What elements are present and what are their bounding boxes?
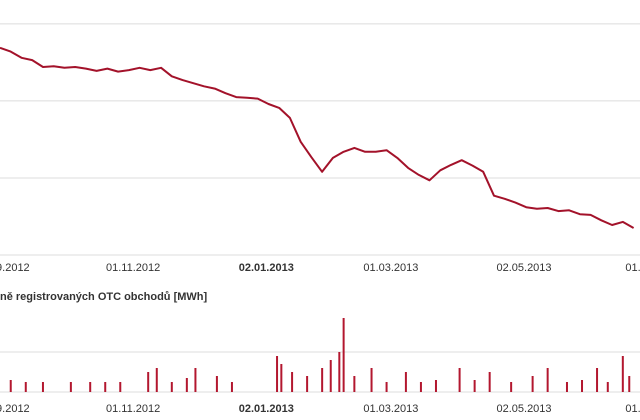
bar — [510, 382, 513, 392]
x-tick-label: 01.03.2013 — [363, 403, 418, 415]
bar — [628, 376, 631, 392]
bar — [404, 372, 407, 392]
bar — [329, 360, 332, 392]
bar — [230, 382, 233, 392]
x-tick-label: 01.11.2012 — [106, 403, 160, 415]
bar — [488, 372, 491, 392]
bar — [353, 376, 356, 392]
bar — [104, 382, 107, 392]
bar — [458, 368, 461, 392]
bar — [370, 368, 373, 392]
bar — [434, 380, 437, 392]
bar — [185, 378, 188, 392]
bar — [215, 376, 218, 392]
bar — [291, 372, 294, 392]
bar — [170, 382, 173, 392]
bar — [69, 382, 72, 392]
chart-title: ně registrovaných OTC obchodů [MWh] — [0, 291, 208, 303]
bar — [565, 382, 568, 392]
bar — [419, 382, 422, 392]
bar — [321, 368, 324, 392]
bar — [473, 380, 476, 392]
x-tick-label: 01.09.2012 — [0, 262, 30, 274]
x-tick-label: 01.07.2013 — [625, 262, 640, 274]
x-tick-label: 02.01.2013 — [239, 403, 294, 415]
bar — [306, 376, 309, 392]
x-tick-label: 02.05.2013 — [496, 403, 551, 415]
bar — [89, 382, 92, 392]
price-line — [0, 46, 635, 229]
bar — [280, 364, 283, 392]
x-tick-label: 01.03.2013 — [363, 262, 418, 274]
x-tick-label: 01.11.2012 — [106, 262, 160, 274]
bar — [606, 382, 609, 392]
bar — [119, 382, 122, 392]
bar — [596, 368, 599, 392]
bar — [621, 356, 624, 392]
bar — [276, 356, 279, 392]
bar — [155, 368, 158, 392]
bar — [24, 382, 27, 392]
bar — [385, 382, 388, 392]
bar — [546, 368, 549, 392]
bar — [41, 382, 44, 392]
bar — [531, 376, 534, 392]
bar — [338, 352, 341, 392]
bar — [581, 380, 584, 392]
x-tick-label: 01.09.2012 — [0, 403, 30, 415]
bar — [147, 372, 150, 392]
bar — [342, 318, 345, 392]
bar — [9, 380, 12, 392]
x-tick-label: 01.07.2013 — [625, 403, 640, 415]
x-tick-label: 02.05.2013 — [496, 262, 551, 274]
bar — [194, 368, 197, 392]
x-tick-label: 02.01.2013 — [239, 262, 294, 274]
